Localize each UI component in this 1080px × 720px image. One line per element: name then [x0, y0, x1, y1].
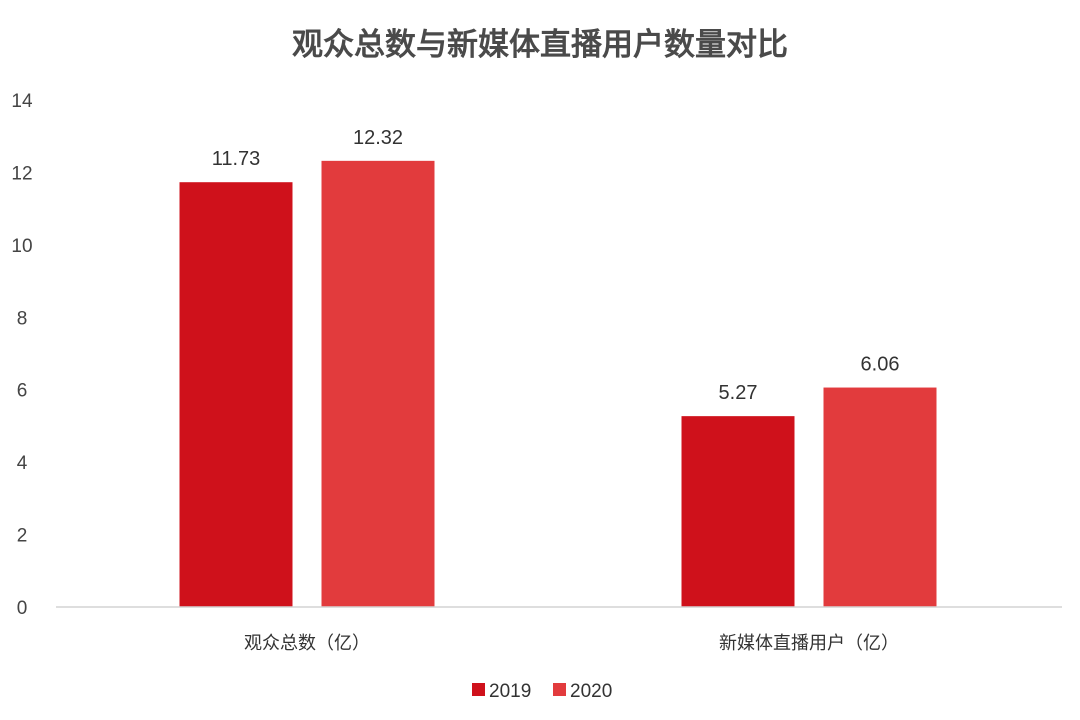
y-tick-label: 8 — [17, 308, 28, 329]
legend-swatch-2019 — [472, 683, 485, 696]
y-tick-label: 2 — [17, 526, 28, 547]
legend-label: 2019 — [489, 681, 531, 702]
x-tick-label: 观众总数（亿） — [244, 633, 370, 654]
y-tick-label: 12 — [11, 163, 32, 184]
y-tick-label: 6 — [17, 381, 28, 402]
bar-2019-1 — [179, 182, 293, 607]
y-tick-label: 0 — [17, 598, 28, 619]
x-axis: 观众总数（亿） 新媒体直播用户（亿） — [244, 633, 899, 654]
bar-2019-2 — [681, 416, 795, 607]
y-axis: 0 2 4 6 8 10 12 14 — [11, 91, 33, 619]
bars — [179, 160, 937, 607]
data-label: 5.27 — [719, 382, 758, 404]
data-label: 6.06 — [861, 354, 900, 376]
data-labels: 11.73 5.27 12.32 6.06 — [212, 127, 900, 404]
y-tick-label: 10 — [11, 236, 32, 257]
y-tick-label: 4 — [17, 453, 28, 474]
bar-2020-1 — [321, 160, 435, 607]
data-label: 11.73 — [212, 148, 261, 170]
legend-label: 2020 — [570, 681, 612, 702]
bar-2020-2 — [823, 387, 937, 607]
data-label: 12.32 — [353, 127, 403, 149]
chart-title: 观众总数与新媒体直播用户数量对比 — [292, 27, 788, 63]
legend-swatch-2020 — [553, 683, 566, 696]
y-tick-label: 14 — [11, 91, 33, 112]
legend: 2019 2020 — [472, 681, 612, 702]
x-tick-label: 新媒体直播用户（亿） — [719, 633, 899, 654]
